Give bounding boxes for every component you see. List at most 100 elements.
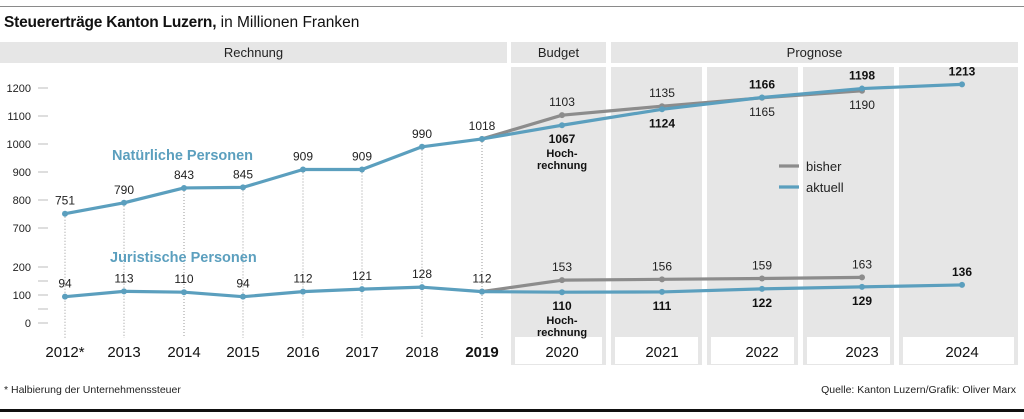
value-label-aktuell-1-2024: 136 xyxy=(952,265,972,279)
value-label-aktuell-1-2022: 122 xyxy=(752,296,772,310)
point-1-aktuell-2016 xyxy=(300,288,306,295)
y-tick-label: 800 xyxy=(13,195,31,207)
legend-label-aktuell: aktuell xyxy=(806,180,844,195)
point-0-aktuell-2024 xyxy=(959,81,965,88)
point-1-bisher-2022 xyxy=(759,275,765,282)
x-axis-label-2022: 2022 xyxy=(745,344,778,361)
x-axis-label-2012*: 2012* xyxy=(45,344,84,361)
chart-title-unit: in Millionen Franken xyxy=(216,14,360,31)
y-tick-label: 200 xyxy=(13,262,31,274)
point-1-aktuell-2020 xyxy=(559,289,565,296)
value-label-bisher-1-2023: 163 xyxy=(852,257,872,271)
section-header-rechnung: Rechnung xyxy=(224,45,283,60)
year-label-box-2023 xyxy=(807,337,890,364)
value-label-bisher-1-2020: 153 xyxy=(552,260,572,274)
value-label-1-2016: 112 xyxy=(293,272,312,286)
value-label-aktuell-0-2022: 1166 xyxy=(749,78,775,92)
value-label-0-2012*: 751 xyxy=(55,194,75,208)
value-label-0-2019: 1018 xyxy=(469,119,496,133)
annotation-hochrechnung-0: Hoch- xyxy=(546,148,578,160)
x-axis-label-2020: 2020 xyxy=(545,344,578,361)
value-label-aktuell-1-2023: 129 xyxy=(852,294,872,308)
top-rule xyxy=(0,6,1024,7)
point-0-aktuell-2017 xyxy=(359,166,365,173)
point-1-aktuell-2012* xyxy=(62,293,68,300)
point-1-aktuell-2017 xyxy=(359,286,365,293)
point-1-aktuell-2022 xyxy=(759,285,765,292)
point-1-aktuell-2015 xyxy=(240,293,246,300)
point-1-aktuell-2014 xyxy=(181,289,187,296)
value-label-1-2019: 112 xyxy=(472,272,491,286)
point-1-aktuell-2018 xyxy=(419,284,425,291)
value-label-bisher-1-2022: 159 xyxy=(752,258,772,272)
y-tick-label: 0 xyxy=(25,318,31,330)
x-axis-label-2023: 2023 xyxy=(845,344,878,361)
point-0-aktuell-2012* xyxy=(62,210,68,217)
value-label-0-2018: 990 xyxy=(412,127,432,141)
y-tick-label: 1200 xyxy=(7,83,31,95)
annotation-hochrechnung-0: rechnung xyxy=(537,160,587,172)
section-header-bg-prognose xyxy=(611,42,1018,63)
point-0-aktuell-2013 xyxy=(121,199,127,206)
year-label-box-2024 xyxy=(903,337,1014,364)
footnote: * Halbierung der Unternehmenssteuer xyxy=(4,384,181,396)
year-panel-2022 xyxy=(707,67,798,365)
value-label-0-2016: 909 xyxy=(293,149,313,163)
value-label-1-2013: 113 xyxy=(114,271,133,285)
point-1-bisher-2023 xyxy=(859,274,865,281)
year-panel-2024 xyxy=(899,67,1018,365)
section-header-budget: Budget xyxy=(538,45,580,60)
year-panel-2023 xyxy=(803,67,894,365)
y-tick-label: 1000 xyxy=(7,139,31,151)
x-axis-label-2013: 2013 xyxy=(107,344,140,361)
source-credit: Quelle: Kanton Luzern/Grafik: Oliver Mar… xyxy=(821,384,1016,396)
value-label-0-2017: 909 xyxy=(352,149,372,163)
annotation-hochrechnung-1: Hoch- xyxy=(546,315,578,327)
annotation-hochrechnung-1: rechnung xyxy=(537,327,587,339)
point-0-aktuell-2016 xyxy=(300,166,306,173)
x-axis-label-2014: 2014 xyxy=(167,344,200,361)
point-1-bisher-2020 xyxy=(559,277,565,284)
x-axis-label-2015: 2015 xyxy=(226,344,259,361)
year-label-box-2022 xyxy=(711,337,794,364)
year-label-box-2020 xyxy=(515,337,602,364)
value-label-bisher-0-2023: 1190 xyxy=(849,98,875,112)
point-0-aktuell-2020 xyxy=(559,122,565,129)
value-label-1-2014: 110 xyxy=(174,272,193,286)
point-0-aktuell-2019 xyxy=(479,135,485,142)
point-0-aktuell-2021 xyxy=(659,106,665,113)
y-tick-label: 1100 xyxy=(7,111,31,123)
point-0-bisher-2020 xyxy=(559,112,565,119)
point-1-aktuell-2019 xyxy=(479,288,485,295)
x-axis-label-2018: 2018 xyxy=(405,344,438,361)
value-label-bisher-0-2022: 1165 xyxy=(749,105,775,119)
value-label-1-2017: 121 xyxy=(352,269,372,283)
value-label-aktuell-1-2021: 111 xyxy=(653,299,672,313)
value-label-1-2012*: 94 xyxy=(58,277,72,291)
point-0-aktuell-2014 xyxy=(181,184,187,191)
point-1-bisher-2021 xyxy=(659,276,665,283)
series-title-natuerliche: Natürliche Personen xyxy=(112,148,253,164)
value-label-bisher-1-2021: 156 xyxy=(652,259,672,273)
section-header-prognose: Prognose xyxy=(787,45,843,60)
x-axis-label-2021: 2021 xyxy=(645,344,678,361)
y-tick-label: 900 xyxy=(13,167,31,179)
value-label-aktuell-0-2021: 1124 xyxy=(649,116,675,130)
value-label-0-2014: 843 xyxy=(174,168,194,182)
section-header-bg-budget xyxy=(511,42,606,63)
value-label-0-2013: 790 xyxy=(114,183,134,197)
x-axis-label-2024: 2024 xyxy=(945,344,978,361)
year-label-box-2021 xyxy=(615,337,698,364)
chart-title: Steuererträge Kanton Luzern, in Millione… xyxy=(4,14,359,32)
value-label-1-2015: 94 xyxy=(236,277,250,291)
y-tick-label: 100 xyxy=(13,290,31,302)
value-label-aktuell-1-2020: 110 xyxy=(552,299,572,313)
value-label-aktuell-0-2020: 1067 xyxy=(549,132,576,146)
legend-label-bisher: bisher xyxy=(806,159,842,174)
point-1-aktuell-2023 xyxy=(859,283,865,290)
value-label-bisher-0-2020: 1103 xyxy=(549,95,575,109)
x-axis-label-2016: 2016 xyxy=(286,344,319,361)
value-label-1-2018: 128 xyxy=(412,267,432,281)
year-panel-2021 xyxy=(611,67,702,365)
